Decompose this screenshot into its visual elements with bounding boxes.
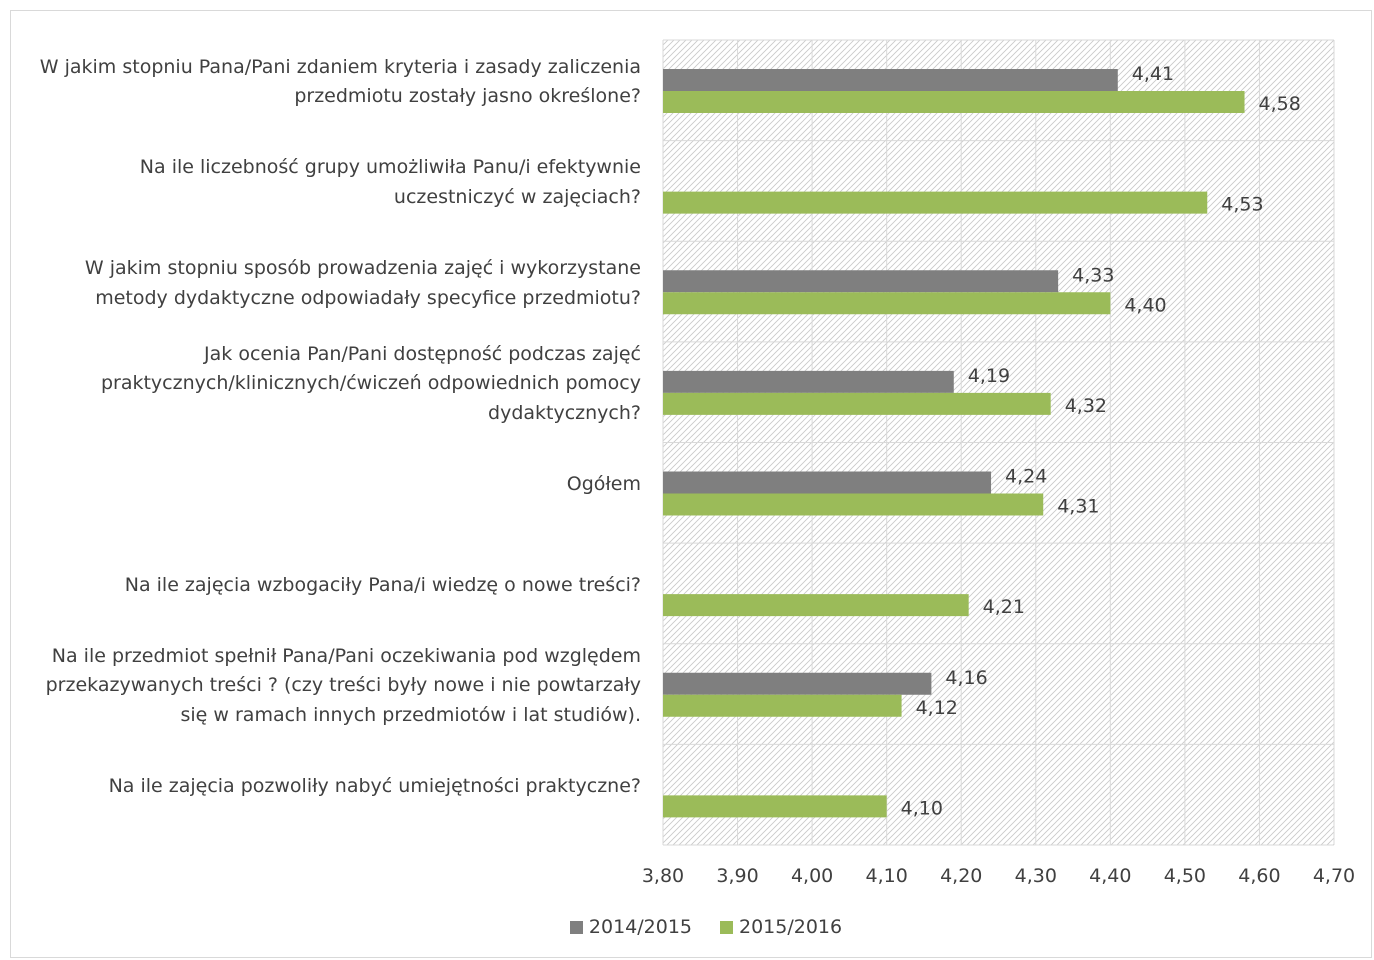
- category-label: Na ile przedmiot spełnił Pana/Pani oczek…: [15, 642, 641, 731]
- data-label-series-2: 4,10: [901, 797, 943, 819]
- legend-item-series-1: 2014/2015: [569, 916, 692, 938]
- data-label-series-2: 4,32: [1065, 395, 1107, 417]
- category-label-line: W jakim stopniu Pana/Pani zdaniem kryter…: [39, 55, 641, 78]
- bar-series-1: [663, 69, 1118, 91]
- category-label: Jak ocenia Pan/Pani dostępność podczas z…: [15, 340, 641, 429]
- data-label-series-2: 4,31: [1057, 496, 1099, 518]
- category-label-line: praktycznych/klinicznych/ćwiczeń odpowie…: [100, 372, 641, 395]
- category-label-line: dydaktycznych?: [488, 401, 641, 424]
- data-label-series-2: 4,40: [1124, 294, 1166, 316]
- bar-series-1: [663, 370, 954, 393]
- x-axis-ticks: 3,80 3,90 4,00 4,10 4,20 4,30 4,40 4,50 4,60 4,70: [642, 865, 1355, 887]
- legend: 2014/2015 2015/2016: [0, 916, 1374, 938]
- data-label-series-2: 4,53: [1221, 194, 1263, 216]
- legend-swatch-series-2: [720, 920, 733, 934]
- data-label-series-1: 4,24: [1005, 466, 1047, 488]
- data-labels: 4,41 4,58 4,53 4,33 4,40 4,19 4,32 4,24 4,31 4,21…: [901, 63, 1301, 819]
- bar-series-2: [663, 694, 902, 717]
- bar-series-2: [663, 191, 1208, 214]
- data-label-series-2: 4,12: [916, 697, 958, 719]
- category-label: Na ile zajęcia wzbogaciły Pana/i wiedzę …: [15, 571, 641, 601]
- category-label-line: Ogółem: [566, 473, 641, 496]
- category-label-line: W jakim stopniu sposób prowadzenia zajęć…: [84, 257, 641, 280]
- category-label-line: metody dydaktyczne odpowiadały specyfice…: [95, 286, 641, 309]
- x-tick-label: 4,60: [1238, 865, 1280, 887]
- bar-series-2: [663, 795, 887, 818]
- x-tick-label: 4,40: [1089, 865, 1131, 887]
- x-tick-label: 4,50: [1164, 865, 1206, 887]
- x-tick-label: 4,70: [1313, 865, 1355, 887]
- category-label-line: Na ile przedmiot spełnił Pana/Pani oczek…: [51, 644, 641, 667]
- bar-series-2: [663, 292, 1111, 315]
- data-label-series-1: 4,16: [945, 667, 987, 689]
- x-tick-label: 4,30: [1015, 865, 1057, 887]
- x-tick-label: 3,90: [716, 865, 758, 887]
- category-label: Na ile zajęcia pozwoliły nabyć umiejętno…: [15, 772, 641, 802]
- legend-swatch-series-1: [569, 920, 583, 934]
- legend-label-series-2: 2015/2016: [739, 916, 843, 938]
- category-label-line: przekazywanych treści ? (czy treści były…: [45, 674, 641, 697]
- legend-label-series-1: 2014/2015: [588, 916, 692, 938]
- data-label-series-1: 4,19: [968, 365, 1010, 387]
- x-tick-label: 4,10: [866, 865, 908, 887]
- x-tick-label: 3,80: [642, 865, 684, 887]
- category-label-line: uczestniczyć w zajęciach?: [393, 185, 641, 208]
- gridlines: [662, 39, 1335, 846]
- x-tick-label: 4,20: [940, 865, 982, 887]
- category-label-line: Na ile liczebność grupy umożliwiła Panu/…: [139, 156, 641, 179]
- bars: [663, 69, 1245, 818]
- bar-series-1: [663, 672, 932, 695]
- category-label: Na ile liczebność grupy umożliwiła Panu/…: [15, 153, 641, 212]
- category-label-line: się w ramach innych przedmiotów i lat st…: [180, 703, 642, 726]
- category-label: Ogółem: [15, 470, 641, 500]
- category-label-line: Na ile zajęcia wzbogaciły Pana/i wiedzę …: [124, 573, 641, 596]
- data-label-series-2: 4,21: [983, 596, 1025, 618]
- category-label: W jakim stopniu Pana/Pani zdaniem kryter…: [15, 53, 641, 112]
- bar-series-1: [663, 270, 1059, 293]
- x-tick-label: 4,00: [791, 865, 833, 887]
- category-label-line: Jak ocenia Pan/Pani dostępność podczas z…: [204, 342, 641, 365]
- data-label-series-2: 4,58: [1259, 93, 1301, 115]
- legend-item-series-2: 2015/2016: [720, 916, 842, 938]
- bar-series-2: [663, 493, 1044, 516]
- data-label-series-1: 4,41: [1132, 63, 1174, 85]
- bar-series-1: [663, 471, 992, 494]
- bar-series-2: [663, 594, 969, 617]
- bar-series-2: [663, 392, 1051, 415]
- category-label-line: przedmiotu zostały jasno określone?: [294, 85, 641, 108]
- bar-series-2: [663, 91, 1245, 113]
- category-label: W jakim stopniu sposób prowadzenia zajęć…: [15, 254, 641, 313]
- category-label-line: Na ile zajęcia pozwoliły nabyć umiejętno…: [108, 774, 641, 797]
- data-label-series-1: 4,33: [1072, 264, 1114, 286]
